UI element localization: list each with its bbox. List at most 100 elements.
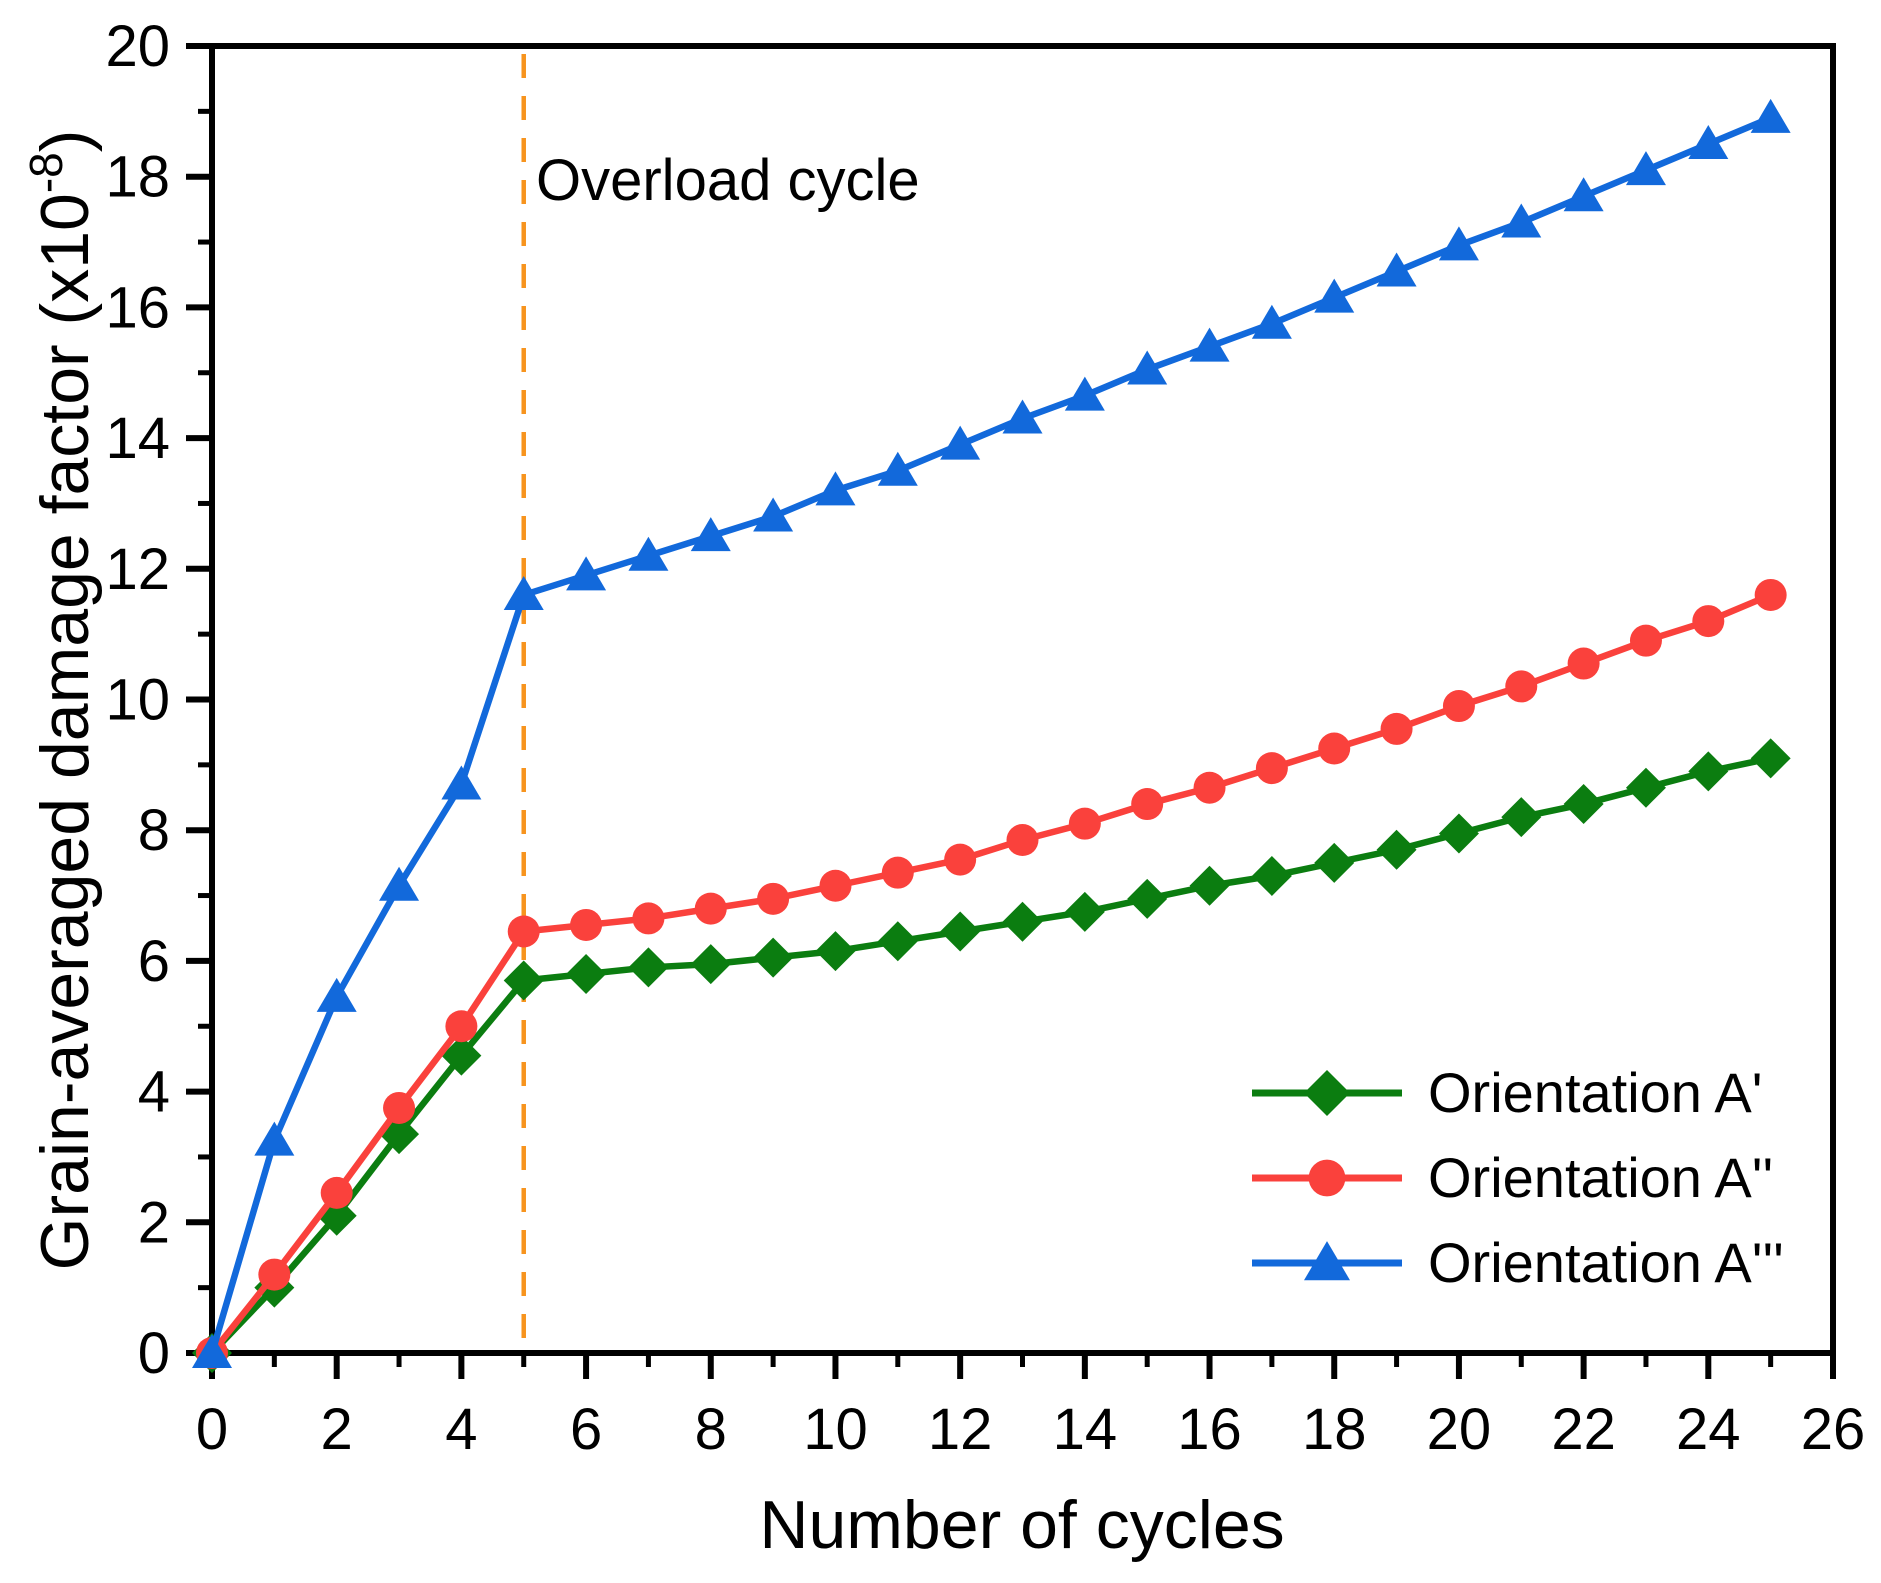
data-point-marker <box>1068 807 1101 840</box>
data-point-marker <box>1131 788 1164 821</box>
data-point-marker <box>628 947 669 988</box>
y-tick-label: 12 <box>105 537 170 602</box>
x-tick-label: 6 <box>570 1397 602 1462</box>
x-tick-label: 18 <box>1302 1397 1367 1462</box>
data-point-marker <box>940 425 981 460</box>
data-point-marker <box>441 1035 482 1076</box>
legend-label: Orientation A''' <box>1428 1231 1784 1294</box>
data-point-marker <box>1304 1241 1350 1281</box>
data-point-marker <box>1754 578 1787 611</box>
y-tick-label: 2 <box>138 1190 170 1255</box>
data-point-marker <box>1438 813 1479 854</box>
data-point-marker <box>1567 647 1600 680</box>
data-point-marker <box>566 953 607 994</box>
x-tick-label: 24 <box>1676 1397 1741 1462</box>
y-axis-title: Grain-averaged damage factor (x10-8) <box>20 130 103 1271</box>
legend-label: Orientation A' <box>1428 1061 1762 1124</box>
data-point-marker <box>1563 177 1604 212</box>
data-point-marker <box>1064 376 1105 411</box>
data-point-marker <box>1127 350 1168 385</box>
data-point-marker <box>1064 891 1105 932</box>
data-point-marker <box>1442 690 1475 723</box>
x-tick-label: 16 <box>1177 1397 1242 1462</box>
x-axis-title: Number of cycles <box>759 1487 1284 1563</box>
x-tick-label: 22 <box>1551 1397 1616 1462</box>
x-tick-label: 4 <box>445 1397 477 1462</box>
data-point-marker <box>1251 855 1292 896</box>
data-point-marker <box>877 921 918 962</box>
data-point-marker <box>1688 125 1729 160</box>
data-point-marker <box>570 908 603 941</box>
data-point-marker <box>258 1258 291 1291</box>
data-point-marker <box>1304 1070 1350 1116</box>
y-tick-label: 18 <box>105 145 170 210</box>
data-point-marker <box>1625 767 1666 808</box>
data-point-marker <box>1563 784 1604 825</box>
data-point-marker <box>690 944 731 985</box>
data-point-marker <box>1314 842 1355 883</box>
data-point-marker <box>503 575 544 610</box>
data-point-marker <box>1193 771 1226 804</box>
data-point-marker <box>316 977 357 1012</box>
data-point-marker <box>1438 226 1479 261</box>
data-point-marker <box>694 892 727 925</box>
data-point-marker <box>632 902 665 935</box>
data-point-marker <box>753 497 794 532</box>
data-point-marker <box>1255 752 1288 785</box>
y-axis-title-suffix: ) <box>27 130 103 153</box>
data-point-marker <box>1314 278 1355 313</box>
data-point-marker <box>379 866 420 901</box>
legend-label: Orientation A'' <box>1428 1146 1773 1209</box>
data-point-marker <box>753 937 794 978</box>
y-tick-label: 14 <box>105 406 170 471</box>
data-point-marker <box>320 1176 353 1209</box>
data-point-marker <box>1002 901 1043 942</box>
overload-annotation: Overload cycle <box>536 148 920 213</box>
data-point-marker <box>819 869 852 902</box>
data-point-marker <box>507 915 540 948</box>
data-point-marker <box>1501 203 1542 238</box>
data-point-marker <box>1692 605 1725 638</box>
data-point-marker <box>815 931 856 972</box>
data-point-marker <box>1251 304 1292 339</box>
data-point-marker <box>1308 1159 1346 1197</box>
data-point-marker <box>1501 797 1542 838</box>
data-point-marker <box>944 843 977 876</box>
data-point-marker <box>1189 865 1230 906</box>
y-tick-label: 8 <box>138 798 170 863</box>
data-point-marker <box>503 960 544 1001</box>
data-point-marker <box>690 517 731 552</box>
data-point-marker <box>1688 751 1729 792</box>
data-point-marker <box>940 911 981 952</box>
data-point-marker <box>1376 252 1417 287</box>
data-point-marker <box>877 451 918 486</box>
x-tick-label: 2 <box>321 1397 353 1462</box>
x-tick-label: 26 <box>1801 1397 1866 1462</box>
data-point-marker <box>1380 712 1413 745</box>
x-tick-label: 8 <box>695 1397 727 1462</box>
y-axis-title-prefix: Grain-averaged damage factor (x10 <box>27 193 103 1270</box>
y-tick-label: 10 <box>105 668 170 733</box>
data-point-marker <box>881 856 914 889</box>
data-point-marker <box>815 471 856 506</box>
data-point-marker <box>566 556 607 591</box>
data-point-marker <box>1505 670 1538 703</box>
data-point-marker <box>383 1091 416 1124</box>
data-point-marker <box>1002 399 1043 434</box>
data-point-marker <box>1127 878 1168 919</box>
data-point-marker <box>1189 327 1230 362</box>
y-tick-label: 6 <box>138 929 170 994</box>
data-point-marker <box>192 1334 232 1368</box>
data-point-marker <box>1318 732 1351 765</box>
plot-area: 0 2 4 6 8 10 12 14 16 18 20 22 24 2602468101214161820… <box>105 14 1865 1462</box>
y-tick-label: 16 <box>105 275 170 340</box>
x-tick-label: 10 <box>803 1397 868 1462</box>
y-tick-label: 0 <box>138 1321 170 1386</box>
data-point-marker <box>1006 824 1039 857</box>
data-point-marker <box>1376 829 1417 870</box>
data-point-marker <box>1750 738 1791 779</box>
x-tick-label: 0 <box>196 1397 228 1462</box>
data-point-marker <box>628 536 669 571</box>
